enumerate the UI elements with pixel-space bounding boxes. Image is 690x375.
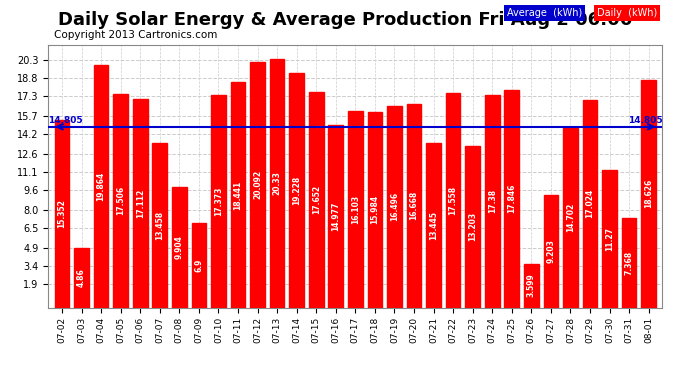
Bar: [309, 92, 324, 308]
Bar: [544, 195, 558, 308]
Text: 17.652: 17.652: [312, 185, 321, 214]
Text: 14.977: 14.977: [331, 201, 340, 231]
Bar: [152, 143, 167, 308]
Bar: [133, 99, 148, 308]
Text: 4.86: 4.86: [77, 268, 86, 287]
Text: 18.626: 18.626: [644, 179, 653, 209]
Text: 13.203: 13.203: [469, 212, 477, 242]
Bar: [642, 80, 656, 308]
Bar: [446, 93, 460, 308]
Text: 17.506: 17.506: [116, 186, 125, 215]
Bar: [368, 112, 382, 308]
Text: 9.904: 9.904: [175, 235, 184, 259]
Text: 16.668: 16.668: [410, 191, 419, 220]
Bar: [563, 128, 578, 308]
Text: Average  (kWh): Average (kWh): [507, 8, 582, 18]
Text: 18.441: 18.441: [233, 180, 242, 210]
Text: 16.103: 16.103: [351, 195, 360, 224]
Text: 3.599: 3.599: [527, 274, 536, 297]
Bar: [465, 146, 480, 308]
Bar: [622, 217, 636, 308]
Text: 15.352: 15.352: [57, 200, 66, 228]
Text: Daily Solar Energy & Average Production Fri Aug 2 06:06: Daily Solar Energy & Average Production …: [58, 11, 632, 29]
Text: 13.458: 13.458: [155, 211, 164, 240]
Text: 13.445: 13.445: [429, 211, 438, 240]
Bar: [426, 143, 441, 308]
Text: 9.203: 9.203: [546, 239, 555, 263]
Bar: [485, 95, 500, 308]
Text: Copyright 2013 Cartronics.com: Copyright 2013 Cartronics.com: [55, 30, 218, 40]
Text: 17.112: 17.112: [136, 188, 145, 218]
Bar: [192, 223, 206, 308]
Text: 20.092: 20.092: [253, 170, 262, 200]
Text: 6.9: 6.9: [195, 259, 204, 272]
Bar: [504, 90, 519, 308]
Text: 11.27: 11.27: [605, 227, 614, 251]
Text: 14.805: 14.805: [48, 116, 83, 125]
Text: 17.38: 17.38: [488, 189, 497, 213]
Bar: [348, 111, 363, 308]
Bar: [211, 95, 226, 308]
Bar: [289, 73, 304, 308]
Bar: [172, 187, 187, 308]
Bar: [250, 62, 265, 308]
Bar: [113, 94, 128, 308]
Bar: [582, 100, 598, 308]
Bar: [270, 59, 284, 308]
Text: 16.496: 16.496: [390, 192, 399, 221]
Bar: [94, 65, 108, 308]
Bar: [55, 120, 69, 308]
Bar: [524, 264, 539, 308]
Text: 14.805: 14.805: [628, 116, 662, 125]
Text: 20.33: 20.33: [273, 171, 282, 195]
Bar: [406, 104, 422, 308]
Bar: [602, 170, 617, 308]
Text: 17.373: 17.373: [214, 187, 223, 216]
Text: 7.368: 7.368: [624, 251, 633, 274]
Text: 15.984: 15.984: [371, 195, 380, 225]
Bar: [230, 82, 246, 308]
Bar: [328, 124, 343, 308]
Bar: [387, 106, 402, 307]
Text: Daily  (kWh): Daily (kWh): [597, 8, 657, 18]
Bar: [75, 248, 89, 308]
Text: 19.864: 19.864: [97, 172, 106, 201]
Text: 17.024: 17.024: [586, 189, 595, 218]
Text: 17.846: 17.846: [507, 184, 516, 213]
Text: 17.558: 17.558: [448, 186, 457, 215]
Text: 14.702: 14.702: [566, 203, 575, 232]
Text: 19.228: 19.228: [292, 176, 301, 205]
